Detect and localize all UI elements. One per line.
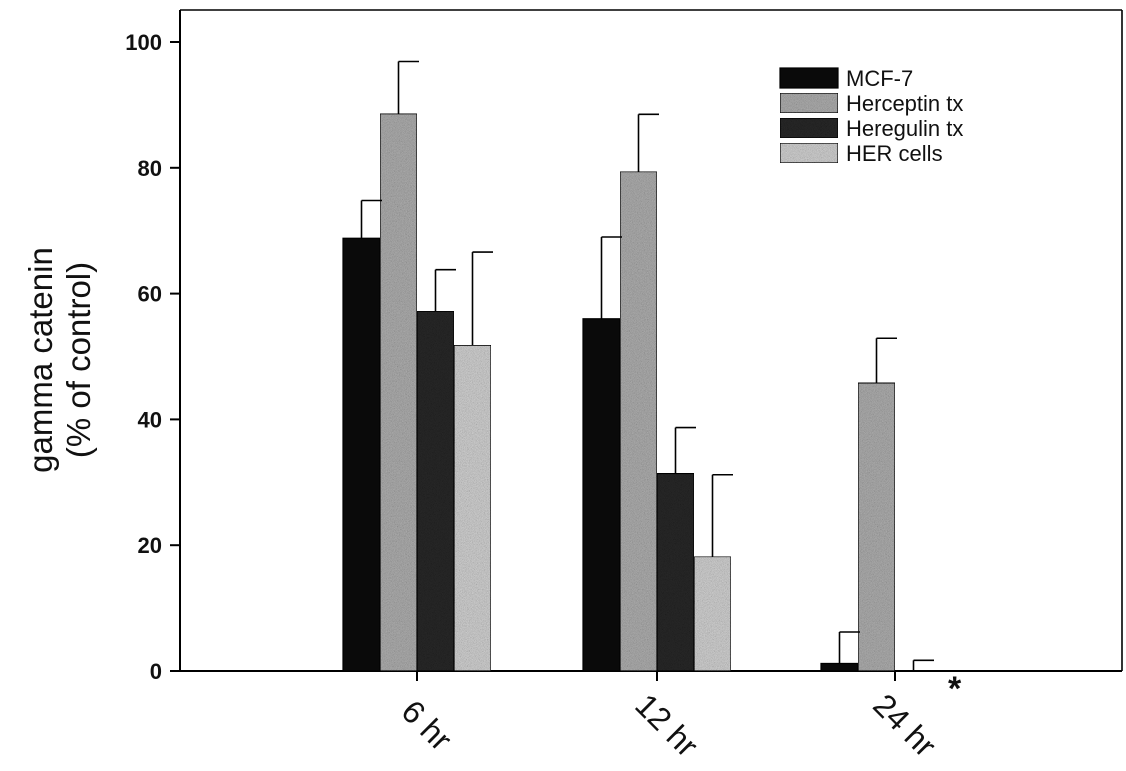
legend-swatch bbox=[779, 92, 839, 114]
y-tick-label: 100 bbox=[125, 30, 162, 55]
bar-mcf-7-12hr bbox=[582, 318, 621, 672]
y-tick-label: 60 bbox=[138, 282, 162, 307]
y-axis-ticks: 0 20 40 60 80 100 bbox=[125, 30, 180, 684]
bar-heregulin-tx-12hr bbox=[656, 472, 695, 672]
bar-mcf-7-6hr bbox=[342, 237, 381, 672]
bar-mcf-7-24hr bbox=[820, 662, 859, 672]
x-axis-ticks: 6 hr 12 hr 24 hr bbox=[395, 671, 944, 764]
legend-label: Heregulin tx bbox=[846, 116, 963, 141]
legend-swatch bbox=[779, 117, 839, 139]
annotations: * bbox=[948, 670, 962, 708]
x-tick-label: 6 hr bbox=[395, 693, 460, 758]
x-tick-label: 24 hr bbox=[866, 687, 943, 764]
bar-herceptin-tx-24hr bbox=[857, 382, 896, 672]
legend-label: Herceptin tx bbox=[846, 91, 963, 116]
legend-swatch bbox=[779, 142, 839, 164]
legend-label: HER cells bbox=[846, 141, 943, 166]
bar-herceptin-tx-6hr bbox=[379, 113, 418, 672]
bars bbox=[342, 113, 896, 672]
error-bars bbox=[360, 60, 934, 671]
bar-heregulin-tx-6hr bbox=[416, 310, 455, 672]
significance-asterisk: * bbox=[948, 670, 962, 708]
x-tick-label: 12 hr bbox=[628, 687, 705, 764]
legend-swatch bbox=[779, 67, 839, 89]
bar-herceptin-tx-12hr bbox=[619, 170, 658, 672]
bar-her-cells-12hr bbox=[693, 555, 732, 672]
y-tick-label: 80 bbox=[138, 156, 162, 181]
y-axis-label-line-2: (% of control) bbox=[60, 262, 97, 458]
y-axis-label-line-1: gamma catenin bbox=[22, 247, 59, 473]
y-tick-label: 20 bbox=[138, 533, 162, 558]
y-tick-label: 0 bbox=[150, 659, 162, 684]
legend-label: MCF-7 bbox=[846, 66, 913, 91]
bar-her-cells-6hr bbox=[453, 344, 492, 672]
y-tick-label: 40 bbox=[138, 407, 162, 432]
y-axis-label: gamma catenin (% of control) bbox=[22, 247, 97, 473]
